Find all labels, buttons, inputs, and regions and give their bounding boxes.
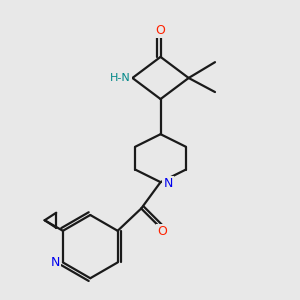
Text: N: N [51, 256, 60, 269]
Text: O: O [158, 225, 167, 238]
Text: N: N [163, 177, 173, 190]
Text: H-N: H-N [110, 73, 131, 83]
Text: O: O [156, 24, 166, 37]
